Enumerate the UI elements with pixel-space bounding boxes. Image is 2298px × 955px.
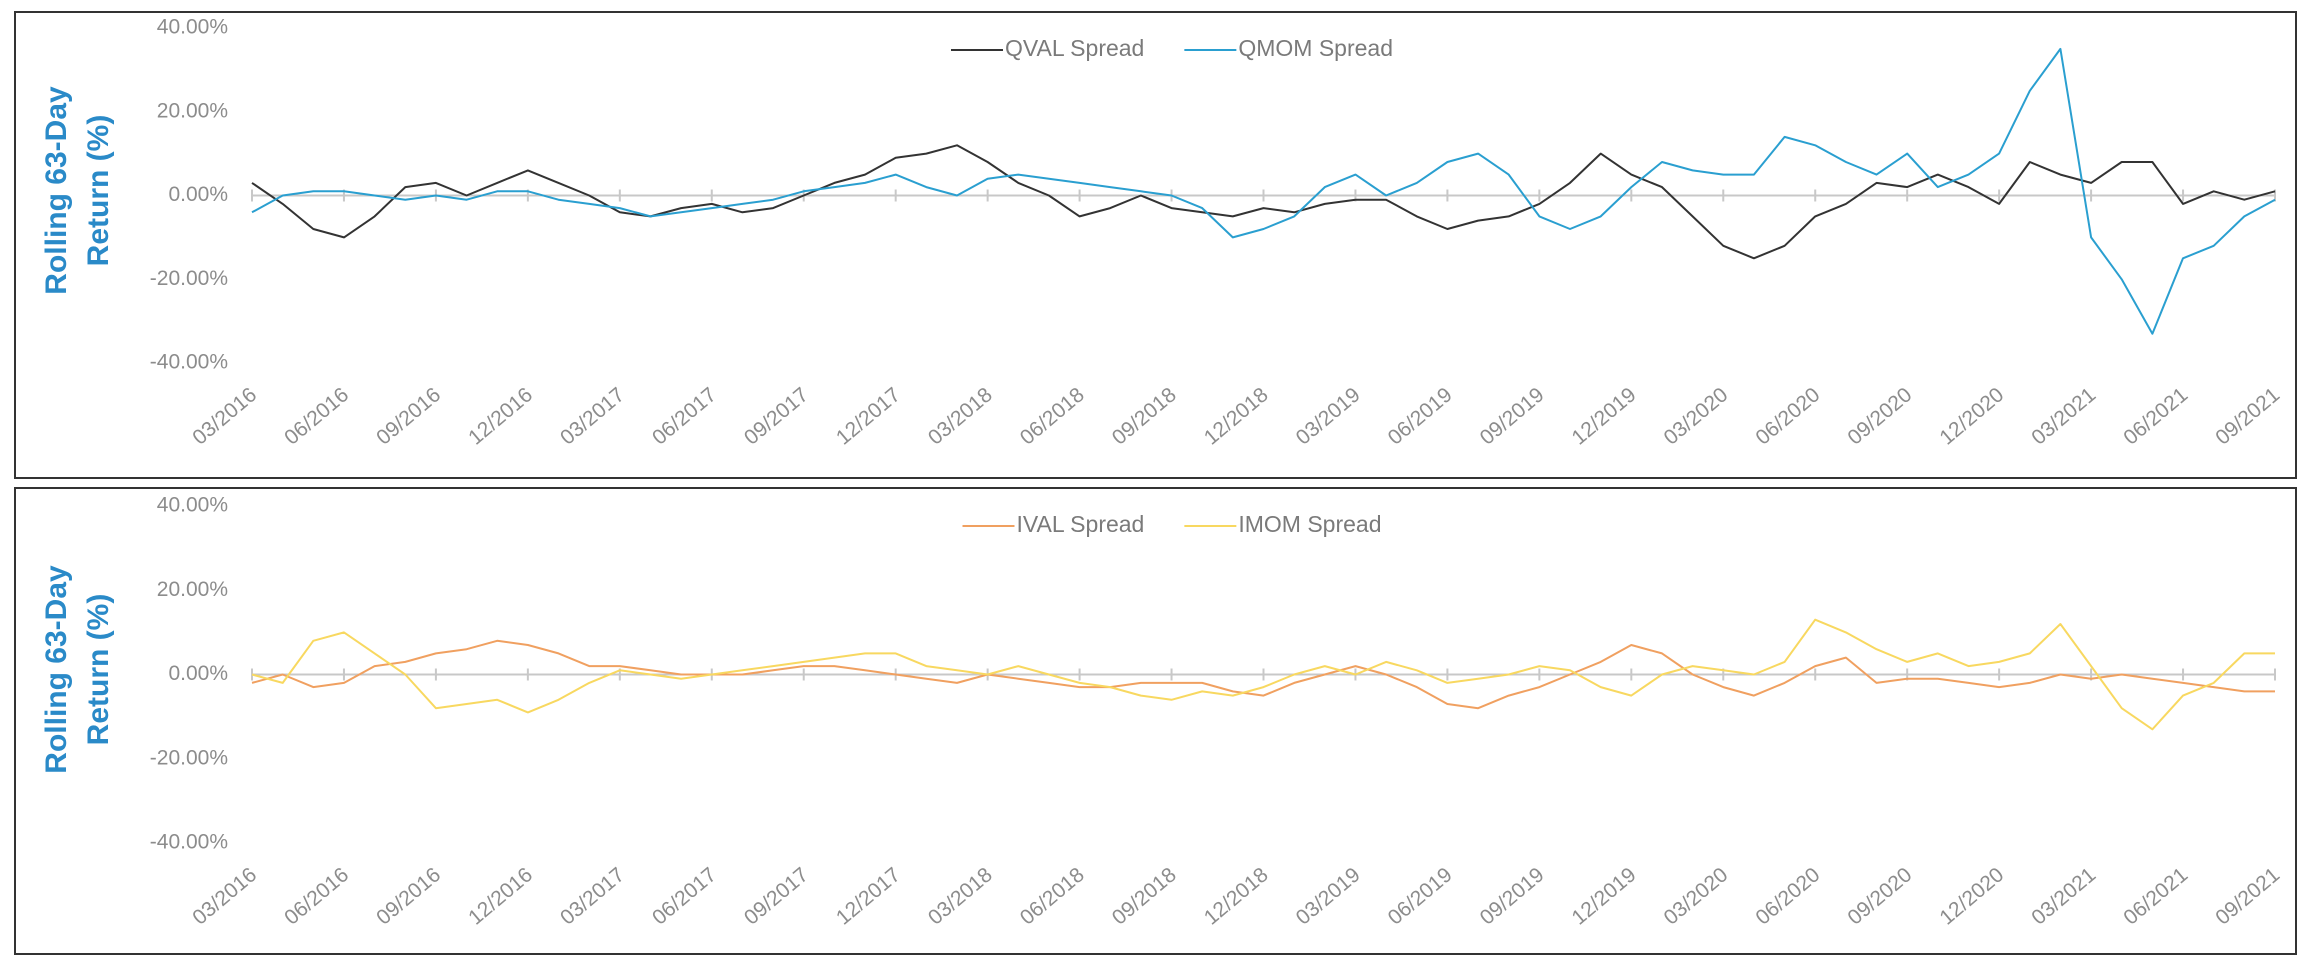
panel-border: [14, 11, 2297, 479]
x-tick-label: 09/2017: [740, 383, 813, 449]
y-tick-label: 20.00%: [157, 99, 228, 122]
x-tick-label: 03/2020: [1660, 863, 1733, 929]
x-tick-label: 12/2016: [464, 863, 537, 929]
series-line: [251, 618, 2275, 731]
y-tick-label: -20.00%: [150, 746, 228, 769]
x-tick-label: 03/2017: [556, 383, 629, 449]
legend-label: IMOM Spread: [1238, 511, 1381, 537]
x-tick-label: 12/2020: [1935, 863, 2008, 929]
y-tick-label: -40.00%: [150, 831, 228, 854]
x-tick-label: 03/2016: [188, 383, 261, 449]
x-tick-label: 12/2017: [832, 863, 905, 929]
x-tick-label: 09/2019: [1476, 383, 1549, 449]
series-line: [251, 47, 2276, 335]
x-tick-label: 12/2019: [1568, 383, 1641, 449]
x-tick-label: 03/2016: [188, 863, 261, 929]
series-line: [251, 639, 2275, 710]
y-axis-title: Return (%): [82, 115, 115, 267]
x-tick-label: 06/2019: [1384, 863, 1457, 929]
x-tick-label: 03/2021: [2027, 383, 2100, 449]
x-tick-label: 03/2021: [2027, 863, 2100, 929]
x-tick-label: 06/2016: [280, 383, 353, 449]
x-tick-label: 12/2019: [1568, 863, 1641, 929]
x-tick-label: 03/2018: [924, 863, 997, 929]
x-tick-label: 03/2019: [1292, 383, 1365, 449]
y-axis-title: Return (%): [82, 594, 115, 746]
y-axis-title: Rolling 63-Day: [40, 86, 73, 295]
y-tick-label: -20.00%: [150, 267, 228, 290]
y-tick-label: 0.00%: [168, 662, 228, 685]
x-tick-label: 06/2017: [648, 383, 721, 449]
legend: IVAL Spread IMOM Spread: [962, 511, 1382, 537]
x-tick-label: 09/2019: [1476, 863, 1549, 929]
x-tick-label: 12/2018: [1200, 863, 1273, 929]
panel-border: [14, 487, 2297, 955]
x-tick-label: 12/2018: [1200, 383, 1273, 449]
x-tick-label: 03/2018: [924, 383, 997, 449]
y-tick-label: 40.00%: [157, 494, 228, 517]
x-tick-label: 12/2020: [1935, 383, 2008, 449]
x-tick-label: 12/2016: [464, 383, 537, 449]
legend-label: IVAL Spread: [1016, 511, 1144, 537]
x-tick-label: 03/2019: [1292, 863, 1365, 929]
series-line: [251, 144, 2276, 260]
x-tick-label: 09/2021: [2211, 383, 2284, 449]
legend-label: QVAL Spread: [1005, 35, 1144, 61]
y-axis-title: Rolling 63-Day: [40, 565, 73, 774]
x-tick-label: 06/2016: [280, 863, 353, 929]
y-tick-label: -40.00%: [150, 351, 228, 374]
y-tick-label: 0.00%: [168, 183, 228, 206]
x-tick-label: 09/2017: [740, 863, 813, 929]
x-tick-label: 09/2018: [1108, 383, 1181, 449]
x-tick-label: 03/2020: [1660, 383, 1733, 449]
x-tick-label: 03/2017: [556, 863, 629, 929]
x-tick-label: 09/2020: [1843, 863, 1916, 929]
x-tick-label: 06/2017: [648, 863, 721, 929]
x-tick-label: 09/2016: [372, 383, 445, 449]
x-tick-label: 09/2018: [1108, 863, 1181, 929]
x-tick-label: 12/2017: [832, 383, 905, 449]
legend-label: QMOM Spread: [1238, 35, 1393, 61]
x-tick-label: 09/2020: [1843, 383, 1916, 449]
x-tick-label: 06/2021: [2119, 383, 2192, 449]
x-tick-label: 06/2020: [1751, 383, 1824, 449]
y-tick-label: 20.00%: [157, 578, 228, 601]
x-tick-label: 06/2018: [1016, 383, 1089, 449]
y-tick-label: 40.00%: [157, 16, 228, 39]
x-tick-label: 06/2019: [1384, 383, 1457, 449]
x-tick-label: 09/2021: [2211, 863, 2284, 929]
x-tick-label: 09/2016: [372, 863, 445, 929]
x-tick-label: 06/2021: [2119, 863, 2192, 929]
x-tick-label: 06/2018: [1016, 863, 1089, 929]
legend: QVAL Spread QMOM Spread: [950, 35, 1393, 61]
x-tick-label: 06/2020: [1751, 863, 1824, 929]
